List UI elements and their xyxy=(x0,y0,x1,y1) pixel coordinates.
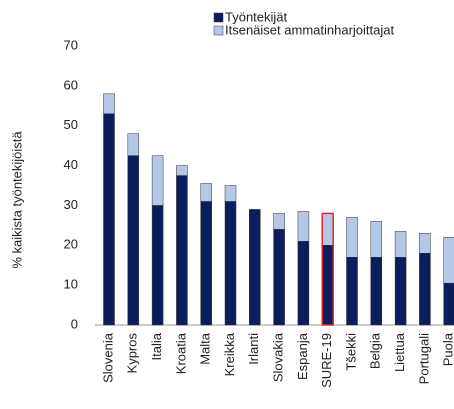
y-axis-label: % kaikista työntekijöistä xyxy=(9,131,24,269)
bar-segment xyxy=(273,229,285,326)
x-tick-label: Liettua xyxy=(392,332,407,372)
y-tick-label: 30 xyxy=(64,197,78,212)
x-tick-label: Italia xyxy=(149,332,164,360)
bar-segment xyxy=(419,253,431,326)
x-tick-label: Malta xyxy=(198,332,213,365)
bar-segment xyxy=(127,155,140,326)
bar-segment xyxy=(321,213,334,246)
legend-swatch xyxy=(213,12,224,23)
y-tick-label: 50 xyxy=(64,117,78,132)
bar-segment xyxy=(176,175,188,326)
x-tick-label: Kreikka xyxy=(222,332,237,376)
bar-segment xyxy=(394,231,407,258)
x-tick-label: Irlanti xyxy=(246,333,261,365)
y-tick-label: 20 xyxy=(64,237,78,252)
legend-label: Työntekijät xyxy=(225,9,288,24)
bar-segment xyxy=(346,256,358,326)
bar-segment xyxy=(103,113,115,326)
x-tick-label: Slovenia xyxy=(100,332,115,383)
x-tick-label: Belgia xyxy=(368,332,383,369)
y-tick-label: 60 xyxy=(64,77,78,92)
bar-segment xyxy=(297,211,310,242)
x-tick-label: SURE-19 xyxy=(319,333,334,388)
bar-segment xyxy=(176,165,188,176)
legend-swatch xyxy=(213,25,224,36)
bar-segment xyxy=(103,93,115,115)
bar-segment xyxy=(443,237,454,284)
bar-segment xyxy=(394,256,407,326)
bar-segment xyxy=(321,245,334,326)
bar-segment xyxy=(249,209,261,326)
highlight-outline xyxy=(321,212,334,326)
y-tick-label: 40 xyxy=(64,157,78,172)
bar-segment xyxy=(419,233,431,254)
bar-segment xyxy=(443,282,454,326)
bar-segment xyxy=(273,213,285,230)
bar-segment xyxy=(127,133,140,156)
bar-segment xyxy=(297,241,310,326)
bar-segment xyxy=(151,205,164,326)
bar-segment xyxy=(370,256,383,326)
bar-segment xyxy=(224,185,237,202)
bar-segment xyxy=(346,217,358,258)
x-tick-label: Portugali xyxy=(416,333,431,384)
bar-segment xyxy=(224,201,237,326)
bar-segment xyxy=(151,155,164,206)
bar-segment xyxy=(200,201,212,326)
x-tick-label: Kroatia xyxy=(173,332,188,374)
legend-label: Itsenäiset ammatinharjoittajat xyxy=(225,22,394,37)
y-tick-label: 10 xyxy=(64,277,78,292)
x-tick-label: Espanja xyxy=(295,332,310,380)
bar-segment xyxy=(370,221,383,258)
x-tick-label: Kypros xyxy=(125,333,140,374)
x-tick-label: Slovakia xyxy=(271,332,286,382)
y-tick-label: 0 xyxy=(71,316,78,331)
x-tick-label: Tšekki xyxy=(343,333,358,371)
bar-segment xyxy=(200,183,212,202)
x-tick-label: Puola xyxy=(441,332,454,366)
y-tick-label: 70 xyxy=(64,37,78,52)
